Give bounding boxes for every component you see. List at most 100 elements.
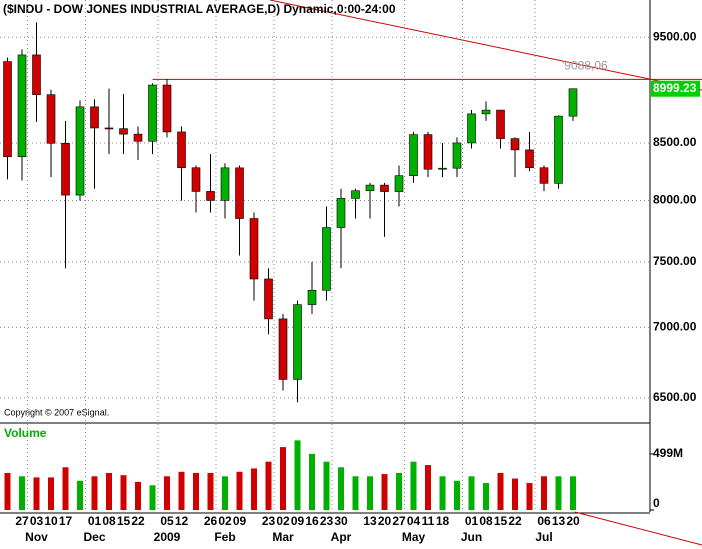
candle-body: [32, 54, 41, 95]
x-tick-label: 02: [218, 514, 232, 528]
x-tick-label: 02: [276, 514, 290, 528]
x-tick-label: 10: [44, 514, 58, 528]
volume-bar: [338, 467, 344, 510]
volume-bar: [33, 477, 40, 510]
candle-body: [307, 289, 317, 305]
volume-bar: [468, 476, 475, 510]
x-tick-label: 22: [508, 514, 522, 528]
x-tick-label: 03: [30, 514, 44, 528]
x-tick-label: 13: [363, 514, 377, 528]
x-tick-label: 20: [378, 514, 392, 528]
volume-bar: [570, 476, 576, 510]
x-tick-label: 26: [204, 514, 218, 528]
volume-bar: [280, 447, 286, 510]
volume-bar: [62, 467, 69, 510]
x-tick-label: 11: [422, 514, 435, 528]
candle-body: [235, 167, 244, 219]
x-tick-label: 15: [117, 514, 131, 528]
candle-body: [133, 133, 143, 142]
volume-bar: [4, 472, 11, 510]
candle-body: [148, 84, 157, 142]
volume-bar: [294, 440, 301, 510]
volume-bar: [483, 483, 489, 510]
copyright: Copyright © 2007 eSignal.: [4, 407, 109, 417]
resistance-label: '9088,06: [562, 59, 608, 73]
candle-body: [568, 88, 578, 117]
x-tick-label: 09: [291, 514, 305, 528]
candle-body: [162, 84, 172, 133]
volume-bar: [207, 472, 214, 510]
x-tick-label: 16: [305, 514, 319, 528]
volume-tick-label: 499M: [653, 446, 683, 460]
x-group-label: Jul: [535, 530, 552, 544]
x-tick-label: 15: [494, 514, 508, 528]
candle-body: [351, 190, 360, 199]
candle-body: [394, 175, 404, 192]
candle-body: [191, 167, 201, 192]
x-group-label: May: [402, 530, 426, 544]
volume-bar: [309, 453, 315, 510]
volume-bar: [19, 476, 25, 510]
x-group-label: Jun: [461, 530, 482, 544]
candle-body: [409, 134, 418, 176]
volume-bar: [555, 476, 562, 510]
volume-bar: [149, 485, 156, 510]
chart-title: ($INDU - DOW JONES INDUSTRIAL AVERAGE,D)…: [3, 2, 396, 16]
volume-tick-label: 0: [653, 496, 660, 510]
x-group-label: 2009: [154, 530, 181, 544]
x-tick-label: 27: [392, 514, 406, 528]
y-tick-label: 7000.00: [653, 320, 697, 334]
x-tick-label: 30: [334, 514, 348, 528]
volume-bar: [352, 476, 359, 510]
candle-body: [249, 218, 259, 280]
volume-bar: [236, 471, 243, 510]
x-tick-label: 12: [175, 514, 189, 528]
volume-bar: [178, 471, 185, 510]
x-tick-label: 08: [102, 514, 116, 528]
candle-body: [75, 106, 85, 196]
x-tick-label: 18: [436, 514, 450, 528]
volume-bar: [323, 461, 330, 510]
candle-body: [365, 184, 375, 192]
volume-bar: [48, 477, 54, 510]
volume-bar: [381, 474, 388, 510]
candle-body: [104, 127, 114, 130]
volume-bar: [265, 461, 272, 510]
candle-body: [177, 131, 186, 169]
y-tick-label: 6500.00: [653, 390, 697, 404]
candle-body: [423, 134, 433, 170]
last-price-box: [651, 80, 700, 97]
volume-bar: [541, 476, 547, 510]
x-tick-label: 01: [88, 514, 102, 528]
volume-bar: [77, 480, 83, 510]
candle-body: [336, 198, 346, 228]
x-tick-label: 08: [479, 514, 493, 528]
x-tick-label: 22: [131, 514, 145, 528]
candle-body: [206, 191, 215, 201]
volume-bar: [439, 476, 446, 510]
candle-body: [119, 128, 128, 135]
y-tick-label: 8000.00: [653, 193, 697, 207]
x-group-label: Apr: [331, 530, 352, 544]
candle-body: [554, 115, 563, 184]
x-tick-label: 05: [160, 514, 174, 528]
volume-bar: [367, 476, 373, 510]
candle-body: [467, 113, 476, 144]
candle-body: [220, 167, 230, 201]
x-tick-label: 23: [320, 514, 334, 528]
candle-body: [481, 109, 491, 115]
volume-title: Volume: [4, 426, 47, 440]
x-group-label: Mar: [272, 530, 294, 544]
volume-bar: [222, 476, 228, 510]
volume-bar: [454, 480, 460, 510]
last-price-label: 8999.23: [653, 81, 697, 95]
candle-body: [452, 142, 462, 169]
candle-body: [17, 54, 27, 157]
x-tick-label: 01: [465, 514, 479, 528]
y-tick-label: 9500.00: [653, 29, 697, 43]
y-tick-label: 8500.00: [653, 135, 697, 149]
x-tick-label: 09: [233, 514, 247, 528]
volume-bar: [396, 472, 402, 510]
